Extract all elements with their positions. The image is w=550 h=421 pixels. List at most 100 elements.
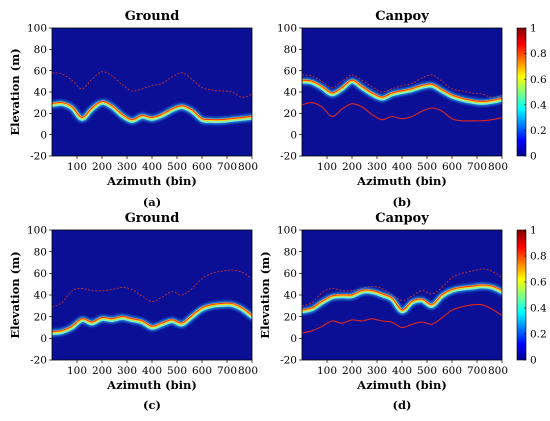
colorbar-gradient <box>516 229 527 361</box>
dashed-boundary-line <box>302 268 502 307</box>
panel-c: Ground -20 0 20 40 60 80 100 100 200 300 400 500 600 7… <box>8 211 258 412</box>
x-tick-label: 800 <box>238 365 258 377</box>
x-tick-label: 600 <box>442 365 462 377</box>
x-axis-label: Azimuth (bin) <box>356 378 447 392</box>
y-tick-label: 80 <box>34 246 47 258</box>
x-tick-label: 500 <box>167 365 187 377</box>
x-tick-label: 300 <box>367 365 387 377</box>
y-tick-label: 0 <box>40 333 47 345</box>
panel-label: (a) <box>143 195 161 209</box>
x-tick-label: 100 <box>67 365 87 377</box>
x-tick-label: 700 <box>217 161 237 173</box>
x-tick-label: 600 <box>192 365 212 377</box>
y-tick-label: 60 <box>284 65 297 77</box>
panel-title: Canpoy <box>375 211 429 226</box>
y-tick-label: -20 <box>280 355 297 367</box>
panel-d: Canpoy -20 0 20 40 60 80 100 100 200 300 400 500 600 7… <box>258 211 547 412</box>
x-tick-label: 800 <box>238 161 258 173</box>
colorbar-tick-label: 0 <box>530 151 537 163</box>
x-tick-label: 600 <box>192 161 212 173</box>
colorbar-tick-label: 0.6 <box>530 74 547 86</box>
y-tick-label: 100 <box>277 225 297 237</box>
x-tick-label: 700 <box>467 161 487 173</box>
x-tick-label: 500 <box>417 161 437 173</box>
x-tick-label: 400 <box>392 365 412 377</box>
dashed-boundary-line <box>52 269 252 308</box>
y-tick-label: 60 <box>34 268 47 280</box>
x-tick-label: 100 <box>317 365 337 377</box>
colorbar-gradient <box>516 27 527 157</box>
x-tick-label: 300 <box>117 161 137 173</box>
x-tick-label: 200 <box>342 365 362 377</box>
y-tick-label: 100 <box>27 225 47 237</box>
intensity-band <box>302 282 502 315</box>
intensity-band <box>302 77 502 107</box>
plot-area <box>52 71 252 125</box>
colorbar-tick-label: 1 <box>530 23 537 35</box>
plot-area <box>302 268 502 334</box>
x-tick-label: 400 <box>392 161 412 173</box>
x-tick-label: 100 <box>67 161 87 173</box>
y-tick-label: 40 <box>34 290 47 302</box>
y-tick-label: -20 <box>280 151 297 163</box>
x-tick-label: 200 <box>342 161 362 173</box>
y-tick-label: 20 <box>284 311 297 323</box>
y-tick-label: 40 <box>34 87 47 99</box>
y-tick-label: -20 <box>30 151 47 163</box>
x-tick-label: 800 <box>488 365 508 377</box>
plot-area <box>52 269 252 337</box>
y-tick-label: 20 <box>284 108 297 120</box>
y-tick-label: 0 <box>290 333 297 345</box>
colorbar-tick-label: 0.2 <box>530 329 547 341</box>
y-tick-label: 20 <box>34 108 47 120</box>
x-axis-label: Azimuth (bin) <box>356 174 447 188</box>
colorbar-tick-label: 0.8 <box>530 48 547 60</box>
intensity-band <box>52 300 252 337</box>
panel-label: (d) <box>393 398 412 412</box>
panel-label: (b) <box>393 195 412 209</box>
x-tick-label: 400 <box>142 365 162 377</box>
x-tick-label: 200 <box>92 365 112 377</box>
colorbar-tick-label: 0.8 <box>530 251 547 263</box>
colorbar-tick-label: 0.6 <box>530 277 547 289</box>
panel-title: Ground <box>125 211 180 226</box>
y-tick-label: 80 <box>284 44 297 56</box>
x-tick-label: 800 <box>488 161 508 173</box>
panel-a: Ground -20 0 20 40 60 80 100 100 200 300 400 500 600 7… <box>8 9 258 209</box>
y-tick-label: 100 <box>27 23 47 35</box>
y-tick-label: 40 <box>284 87 297 99</box>
solid-boundary-line <box>302 102 502 122</box>
y-tick-label: 20 <box>34 311 47 323</box>
panel-title: Ground <box>125 9 180 24</box>
x-tick-label: 500 <box>417 365 437 377</box>
x-tick-label: 200 <box>92 161 112 173</box>
colorbar-tick-label: 0 <box>530 355 537 367</box>
colorbar-tick-label: 0.4 <box>530 303 547 315</box>
y-tick-label: 0 <box>40 129 47 141</box>
intensity-band <box>52 99 252 125</box>
x-axis-label: Azimuth (bin) <box>106 378 197 392</box>
heatmap-background <box>52 28 252 156</box>
y-tick-label: -20 <box>30 355 47 367</box>
colorbar: 0 0.2 0.4 0.6 0.8 1 <box>516 225 547 367</box>
x-axis-label: Azimuth (bin) <box>106 174 197 188</box>
y-tick-label: 0 <box>290 129 297 141</box>
y-tick-label: 60 <box>284 268 297 280</box>
colorbar-tick-label: 1 <box>530 225 537 237</box>
x-tick-label: 400 <box>142 161 162 173</box>
heatmap-background <box>52 230 252 360</box>
y-tick-label: 40 <box>284 290 297 302</box>
x-tick-label: 700 <box>217 365 237 377</box>
x-tick-label: 300 <box>367 161 387 173</box>
colorbar-tick-label: 0.2 <box>530 125 547 137</box>
dashed-boundary-line <box>52 71 252 98</box>
x-tick-label: 300 <box>117 365 137 377</box>
x-tick-label: 100 <box>317 161 337 173</box>
x-tick-label: 600 <box>442 161 462 173</box>
dashed-boundary-line <box>302 74 502 98</box>
solid-boundary-line <box>302 303 502 334</box>
colorbar: 0 0.2 0.4 0.6 0.8 1 <box>516 23 547 163</box>
plot-area <box>302 74 502 122</box>
y-axis-label: Elevation (m) <box>8 48 22 135</box>
